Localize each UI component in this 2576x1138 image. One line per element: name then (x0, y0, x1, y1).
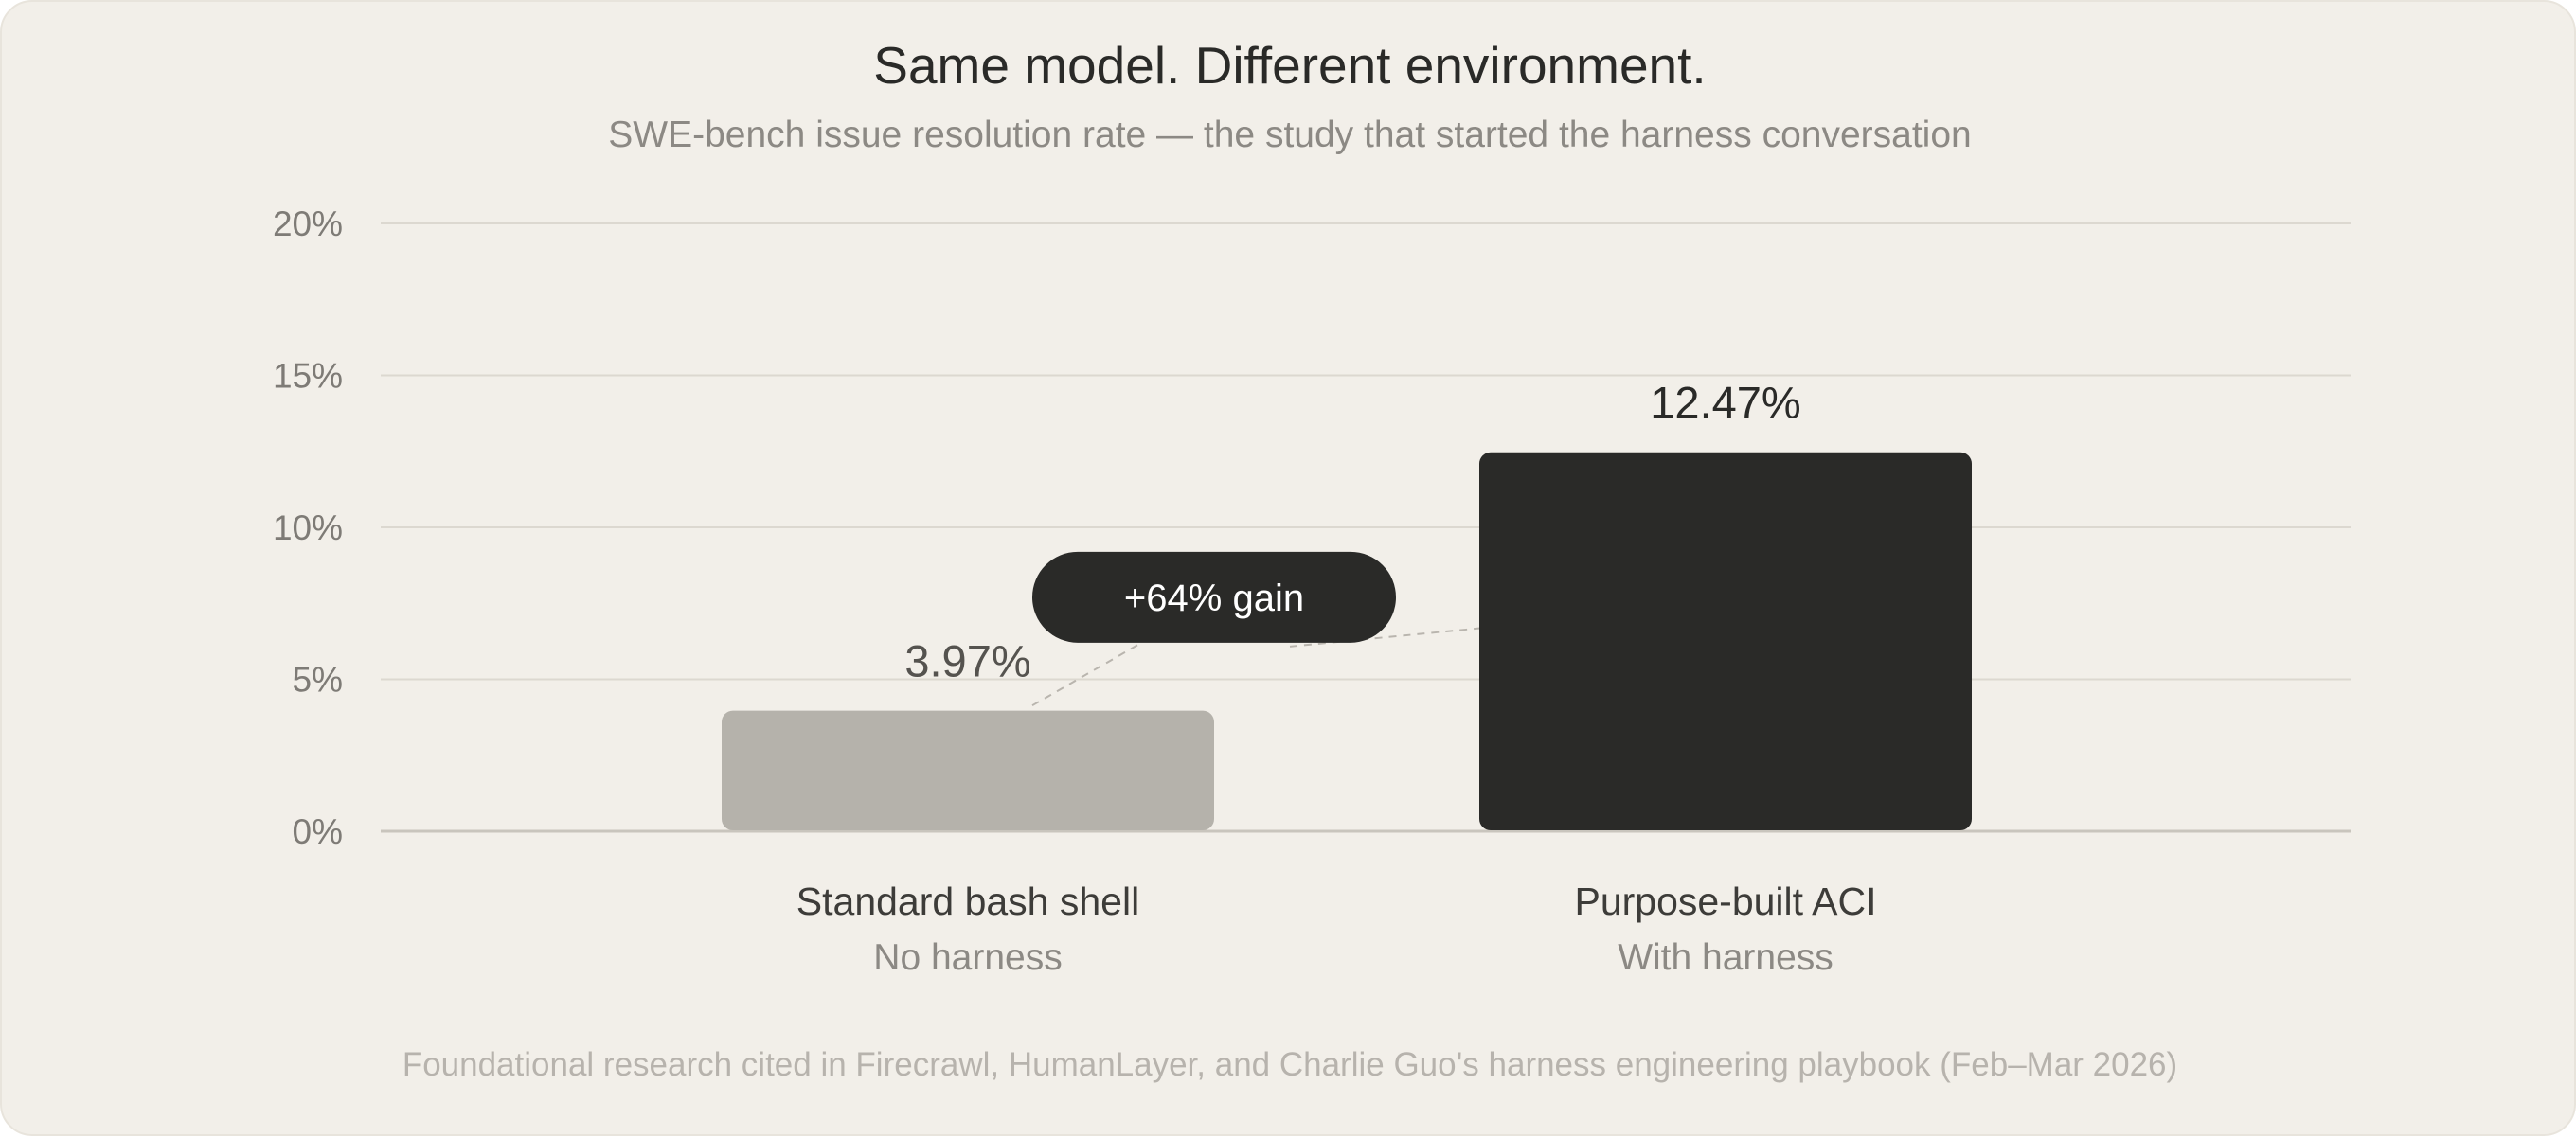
source-footnote: Foundational research cited in Firecrawl… (402, 1046, 2178, 1083)
y-tick-label: 0% (293, 812, 343, 851)
category-label: Purpose-built ACI (1574, 880, 1876, 923)
gridlines (381, 222, 2351, 833)
category-label: Standard bash shell (796, 880, 1139, 923)
y-tick-label: 20% (273, 204, 343, 243)
category-sublabel: With harness (1618, 937, 1834, 978)
y-axis-ticks: 0% 5% 10% 15% 20% (273, 204, 343, 851)
value-labels: 3.97% 12.47% (904, 378, 1800, 686)
gain-annotation: +64% gain (1032, 551, 1396, 643)
y-tick-label: 5% (293, 661, 343, 700)
gain-badge (1032, 551, 1396, 643)
value-label: 3.97% (904, 636, 1030, 686)
chart-title: Same model. Different environment. (873, 36, 1707, 95)
connector-line (1031, 643, 1139, 707)
gain-badge-text: +64% gain (1124, 578, 1304, 619)
category-sublabel: No harness (873, 937, 1062, 978)
bar-purpose-built-aci (1479, 452, 1972, 830)
bar-standard-bash-shell (722, 710, 1214, 830)
y-tick-label: 10% (273, 508, 343, 547)
bars (722, 452, 1972, 830)
x-axis-labels: Standard bash shell No harness Purpose-bui… (796, 880, 1877, 978)
value-label: 12.47% (1650, 378, 1800, 428)
chart-subtitle: SWE-bench issue resolution rate — the st… (608, 115, 1972, 155)
y-tick-label: 15% (273, 357, 343, 396)
